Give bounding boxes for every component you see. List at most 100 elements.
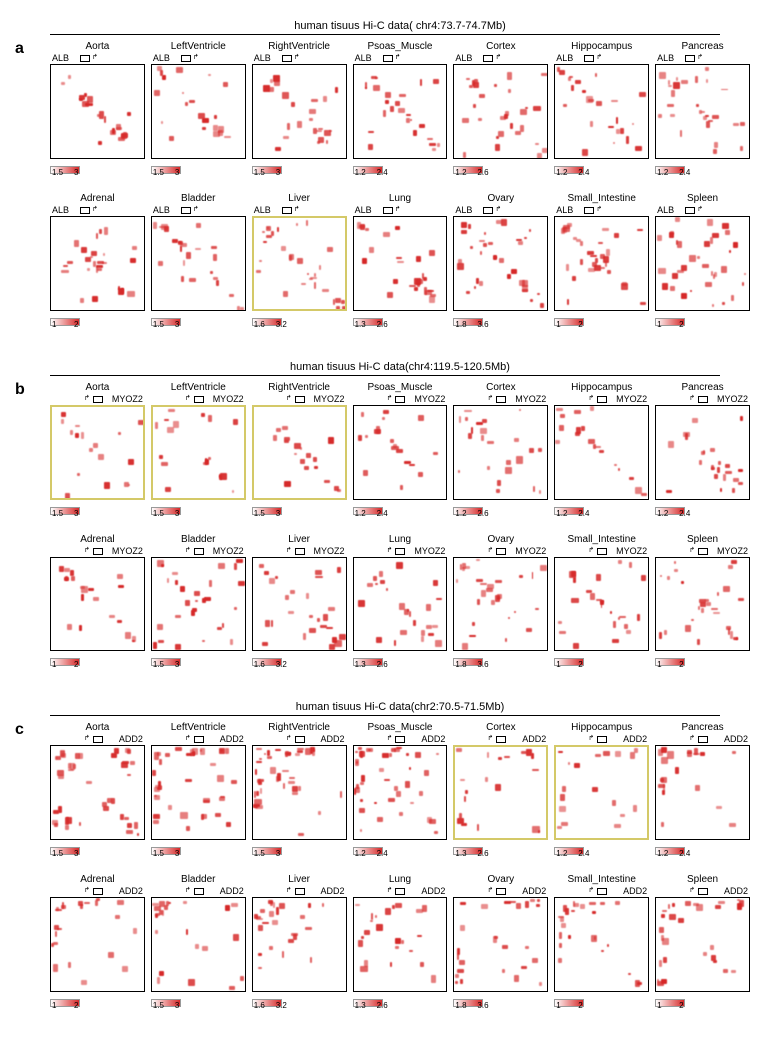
gene-arrow-icon: ↱: [495, 205, 501, 213]
scale-max: 2: [679, 660, 683, 669]
colorbar: 1.22.6: [453, 502, 548, 520]
gene-arrow-icon: ↱: [395, 205, 401, 213]
gene-arrow-icon: ↱: [84, 394, 90, 402]
heatmap: [655, 745, 750, 840]
gene-box-icon: [395, 548, 405, 555]
gene-label: ADD2: [522, 734, 546, 744]
colorbar: 1.22.4: [554, 842, 649, 860]
colorbar: 1.53: [252, 161, 347, 179]
gene-arrow-icon: ↱: [689, 394, 695, 402]
gene-label: MYOZ2: [717, 394, 748, 404]
colorbar: 1.63.2: [252, 994, 347, 1012]
scale-min: 1: [556, 320, 560, 329]
scale-min: 1.2: [657, 849, 668, 858]
heatmap-cell: SpleenALB↱12: [655, 193, 750, 331]
gene-box-icon: [93, 548, 103, 555]
gene-label: ALB: [657, 53, 674, 63]
tissue-label: LeftVentricle: [151, 722, 246, 733]
gene-arrow-icon: ↱: [689, 886, 695, 894]
gene-annotation: ADD2↱: [353, 886, 448, 896]
tissue-label: Small_Intestine: [554, 534, 649, 545]
colorbar: 1.53: [151, 994, 246, 1012]
colorbar: 12: [655, 653, 750, 671]
heatmap-cell: LeftVentricleADD2↱1.53: [151, 722, 246, 860]
gene-label: ADD2: [119, 886, 143, 896]
heatmap-cell: LungALB↱1.32.6: [353, 193, 448, 331]
heatmap: [353, 405, 448, 500]
tissue-label: Spleen: [655, 874, 750, 885]
scale-max: 3.2: [276, 660, 287, 669]
heatmap: [151, 745, 246, 840]
gene-box-icon: [395, 396, 405, 403]
tissue-label: Small_Intestine: [554, 874, 649, 885]
panel-c: chuman tisuus Hi-C data(chr2:70.5-71.5Mb…: [20, 701, 750, 1012]
gene-box-icon: [93, 888, 103, 895]
scale-max: 3.2: [276, 1001, 287, 1010]
gene-annotation: MYOZ2↱: [50, 546, 145, 556]
heatmap-cell: LiverALB↱1.63.2: [252, 193, 347, 331]
scale-max: 2.4: [679, 168, 690, 177]
gene-label: MYOZ2: [717, 546, 748, 556]
colorbar: 1.63.2: [252, 653, 347, 671]
gene-label: ADD2: [522, 886, 546, 896]
gene-box-icon: [295, 548, 305, 555]
gene-arrow-icon: ↱: [689, 734, 695, 742]
panel-b: bhuman tisuus Hi-C data(chr4:119.5-120.5…: [20, 361, 750, 672]
gene-box-icon: [698, 888, 708, 895]
gene-arrow-icon: ↱: [185, 394, 191, 402]
colorbar: 1.53: [50, 502, 145, 520]
gene-annotation: MYOZ2↱: [151, 394, 246, 404]
gene-annotation: ALB↱: [655, 205, 750, 215]
gene-box-icon: [295, 736, 305, 743]
gene-annotation: ALB↱: [252, 205, 347, 215]
title-divider: [50, 34, 720, 35]
heatmap: [50, 897, 145, 992]
scale-max: 2.4: [578, 509, 589, 518]
panel-label: b: [15, 381, 25, 399]
colorbar: 1.22.4: [353, 842, 448, 860]
heatmap-cell: Psoas_MuscleADD2↱1.22.4: [353, 722, 448, 860]
heatmap: [554, 897, 649, 992]
scale-min: 1: [52, 320, 56, 329]
tissue-label: Liver: [252, 874, 347, 885]
scale-min: 1.5: [153, 509, 164, 518]
gene-label: ALB: [556, 53, 573, 63]
gene-label: MYOZ2: [515, 394, 546, 404]
panel-a: ahuman tisuus Hi-C data( chr4:73.7-74.7M…: [20, 20, 750, 331]
scale-min: 1: [657, 1001, 661, 1010]
heatmap-cell: Psoas_MuscleMYOZ2↱1.22.4: [353, 382, 448, 520]
scale-max: 3: [175, 320, 179, 329]
heatmap-cell: BladderADD2↱1.53: [151, 874, 246, 1012]
heatmap-cell: LeftVentricleMYOZ2↱1.53: [151, 382, 246, 520]
gene-box-icon: [597, 396, 607, 403]
scale-min: 1.3: [455, 849, 466, 858]
tissue-label: Pancreas: [655, 722, 750, 733]
gene-label: MYOZ2: [112, 546, 143, 556]
heatmap-cell: HippocampusMYOZ2↱1.22.4: [554, 382, 649, 520]
scale-min: 1.2: [455, 168, 466, 177]
heatmap-cell: CortexALB↱1.22.6: [453, 41, 548, 179]
scale-max: 2: [74, 660, 78, 669]
heatmap: [554, 405, 649, 500]
heatmap: [453, 897, 548, 992]
heatmap-cell: CortexADD2↱1.32.6: [453, 722, 548, 860]
scale-max: 3.2: [276, 320, 287, 329]
colorbar: 1.83.6: [453, 653, 548, 671]
colorbar: 12: [554, 313, 649, 331]
gene-box-icon: [80, 55, 90, 62]
gene-annotation: ADD2↱: [252, 734, 347, 744]
scale-min: 1.2: [556, 849, 567, 858]
tissue-label: Lung: [353, 874, 448, 885]
gene-arrow-icon: ↱: [286, 546, 292, 554]
colorbar: 1.32.6: [353, 653, 448, 671]
tissue-label: Hippocampus: [554, 722, 649, 733]
gene-box-icon: [584, 55, 594, 62]
scale-max: 2.6: [377, 1001, 388, 1010]
colorbar: 12: [655, 313, 750, 331]
heatmap: [252, 64, 347, 159]
heatmap: [50, 405, 145, 500]
tissue-label: Aorta: [50, 41, 145, 52]
heatmap: [353, 64, 448, 159]
gene-annotation: ADD2↱: [655, 886, 750, 896]
heatmap: [50, 745, 145, 840]
